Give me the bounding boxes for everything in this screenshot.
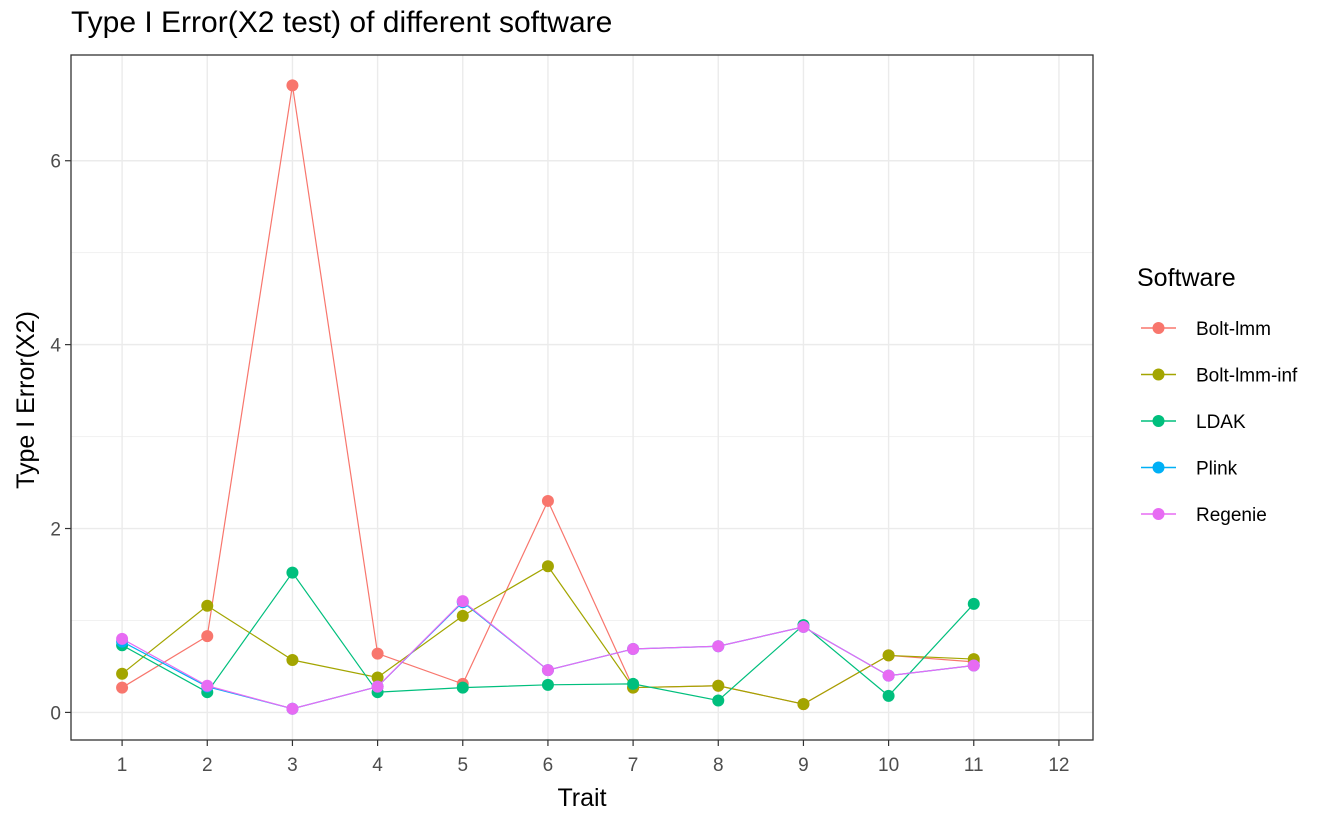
series-regenie (116, 595, 980, 715)
data-point (882, 689, 895, 702)
y-tick-label: 0 (50, 703, 61, 724)
data-point (797, 620, 810, 633)
data-point (627, 677, 640, 690)
y-tick-label: 4 (50, 336, 61, 357)
legend-label: Regenie (1196, 505, 1267, 526)
chart-title: Type I Error(X2 test) of different softw… (71, 6, 612, 39)
legend-title: Software (1137, 264, 1236, 292)
legend: Software Bolt-lmm Bolt-lmm-inf LDAK Plink Re… (1137, 264, 1298, 526)
x-tick-label: 2 (202, 755, 213, 776)
y-tick-label: 2 (50, 520, 61, 541)
data-point (371, 680, 384, 693)
x-tick-label: 3 (287, 755, 298, 776)
data-point (456, 595, 469, 608)
data-point (627, 642, 640, 655)
plot-border (70, 54, 1094, 741)
data-point (882, 649, 895, 662)
data-point (541, 664, 554, 677)
data-point (116, 632, 129, 645)
data-point (967, 597, 980, 610)
x-tick-label: 5 (457, 755, 468, 776)
x-tick-label: 8 (713, 755, 724, 776)
series-layer (116, 79, 980, 715)
legend-key-point (1152, 322, 1165, 334)
legend-key-point (1152, 461, 1165, 474)
data-point (882, 669, 895, 682)
x-tick-label: 6 (543, 755, 554, 776)
legend-item: Bolt-lmm (1141, 319, 1271, 340)
data-point (712, 694, 725, 707)
data-point (286, 79, 299, 92)
legend-item: Regenie (1141, 505, 1267, 526)
data-point (541, 494, 554, 507)
x-tick-label: 12 (1048, 755, 1069, 776)
plot-panel (71, 55, 1093, 740)
data-point (116, 667, 129, 680)
data-point (712, 640, 725, 653)
x-tick-label: 9 (798, 755, 809, 776)
legend-item: LDAK (1141, 412, 1246, 433)
x-tick-label: 10 (878, 755, 899, 776)
data-point (456, 609, 469, 622)
data-point (712, 679, 725, 692)
data-point (201, 679, 214, 692)
legend-label: Bolt-lmm-inf (1196, 366, 1298, 387)
x-tick-label: 7 (628, 755, 639, 776)
data-point (797, 698, 810, 711)
legend-label: LDAK (1196, 412, 1246, 433)
data-point (286, 566, 299, 579)
data-point (967, 659, 980, 672)
data-point (371, 647, 384, 660)
legend-label: Plink (1196, 459, 1238, 480)
data-point (456, 681, 469, 694)
legend-key-point (1152, 415, 1165, 427)
legend-key-point (1152, 368, 1165, 381)
data-point (201, 630, 214, 643)
data-point (286, 654, 299, 667)
y-tick-label: 6 (50, 152, 61, 173)
x-tick-label: 11 (964, 755, 984, 776)
legend-key-point (1152, 508, 1165, 520)
data-point (201, 599, 214, 612)
y-axis-title: Type I Error(X2) (12, 311, 40, 489)
data-point (541, 678, 554, 691)
legend-label: Bolt-lmm (1196, 319, 1271, 340)
data-point (541, 560, 554, 573)
legend-item: Bolt-lmm-inf (1141, 366, 1298, 387)
grid-lines (71, 55, 1093, 740)
x-tick-label: 4 (372, 755, 383, 776)
x-tick-label: 1 (117, 755, 128, 776)
data-point (116, 681, 129, 694)
x-axis-title: Trait (557, 784, 606, 812)
legend-item: Plink (1141, 459, 1238, 480)
data-point (371, 671, 384, 684)
data-point (286, 702, 299, 715)
